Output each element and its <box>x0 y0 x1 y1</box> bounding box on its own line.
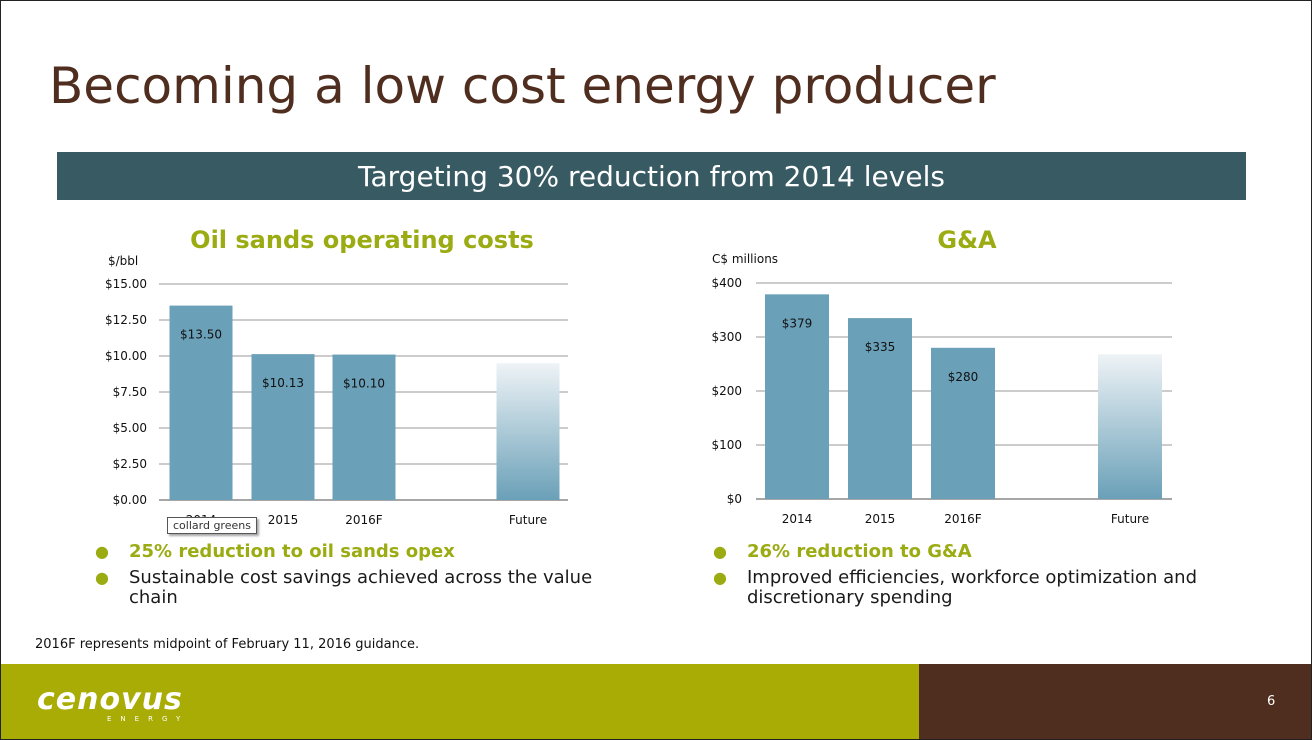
data-label: $10.13 <box>262 376 304 390</box>
bullet-item: ● Sustainable cost savings achieved acro… <box>92 568 612 608</box>
y-tick-label: $0 <box>727 492 742 506</box>
tooltip: collard greens <box>167 517 257 534</box>
cenovus-logo: cenovus <box>37 682 183 717</box>
y-tick-label: $10.00 <box>105 349 147 363</box>
chart-title: Oil sands operating costs <box>190 226 534 254</box>
y-tick-label: $100 <box>711 438 742 452</box>
bar-2014 <box>169 305 233 500</box>
page-number: 6 <box>1267 694 1276 709</box>
bullet-item: ● 25% reduction to oil sands opex <box>92 542 612 562</box>
chart-ga: G&A C$ millions $0 $100 $200 $300 $400 $379 2014… <box>1 1 1301 545</box>
y-tick-label: $400 <box>711 276 742 290</box>
y-tick-label: $2.50 <box>113 457 147 471</box>
footer-brown-band <box>919 664 1311 739</box>
bar-future <box>1098 354 1162 499</box>
bar-2015 <box>848 318 912 499</box>
data-label: $379 <box>782 316 813 330</box>
x-tick-label: 2016F <box>944 512 982 526</box>
data-label: $335 <box>865 340 896 354</box>
y-axis-label: C$ millions <box>712 252 778 266</box>
bullet-text: Sustainable cost savings achieved across… <box>129 567 593 608</box>
y-tick-label: $200 <box>711 384 742 398</box>
bullet-dot-icon: ● <box>95 542 109 561</box>
bullet-text: 26% reduction to G&A <box>747 541 972 562</box>
footer-green-band: cenovus ENERGY <box>1 664 919 739</box>
bullet-item: ● Improved efficiencies, workforce optim… <box>710 568 1230 608</box>
bullet-text: 25% reduction to oil sands opex <box>129 541 455 562</box>
bullet-dot-icon: ● <box>713 568 727 587</box>
bar-2016f <box>332 354 396 500</box>
bar-2016f <box>931 347 995 499</box>
bar-2015 <box>251 354 315 500</box>
slide-title: Becoming a low cost energy producer <box>49 57 996 115</box>
chart-oil-sands: Oil sands operating costs $/bbl $0.00 $2.50… <box>1 1 641 545</box>
right-bullets: ● 26% reduction to G&A ● Improved effici… <box>710 542 1230 614</box>
x-tick-label: 2016F <box>345 513 383 527</box>
bullet-item: ● 26% reduction to G&A <box>710 542 1230 562</box>
banner: Targeting 30% reduction from 2014 levels <box>57 152 1246 200</box>
bar-future <box>496 363 560 500</box>
y-tick-label: $0.00 <box>113 493 147 507</box>
bullet-text: Improved efficiencies, workforce optimiz… <box>747 567 1197 608</box>
chart-title: G&A <box>937 226 997 254</box>
bullet-dot-icon: ● <box>95 568 109 587</box>
y-tick-label: $12.50 <box>105 313 147 327</box>
footnote: 2016F represents midpoint of February 11… <box>35 637 420 652</box>
chart-ga-svg: G&A C$ millions $0 $100 $200 $300 $400 $379 2014… <box>711 226 1172 526</box>
cenovus-logo-subtext: ENERGY <box>107 715 190 723</box>
data-label: $13.50 <box>180 328 222 342</box>
data-label: $10.10 <box>343 377 385 391</box>
chart-oil-sands-svg: Oil sands operating costs $/bbl $0.00 $2.50… <box>105 226 568 527</box>
bar-2014 <box>765 294 829 499</box>
x-tick-label: Future <box>1111 512 1149 526</box>
x-tick-label: 2015 <box>865 512 896 526</box>
footer: cenovus ENERGY 6 <box>1 664 1311 739</box>
y-tick-label: $300 <box>711 330 742 344</box>
y-tick-label: $5.00 <box>113 421 147 435</box>
x-tick-label: Future <box>509 513 547 527</box>
y-tick-label: $7.50 <box>113 385 147 399</box>
left-bullets: ● 25% reduction to oil sands opex ● Sust… <box>92 542 612 614</box>
x-tick-label: 2015 <box>268 513 299 527</box>
x-tick-label: 2014 <box>782 512 813 526</box>
y-axis-label: $/bbl <box>108 254 138 268</box>
y-tick-label: $15.00 <box>105 277 147 291</box>
data-label: $280 <box>948 370 979 384</box>
bullet-dot-icon: ● <box>713 542 727 561</box>
